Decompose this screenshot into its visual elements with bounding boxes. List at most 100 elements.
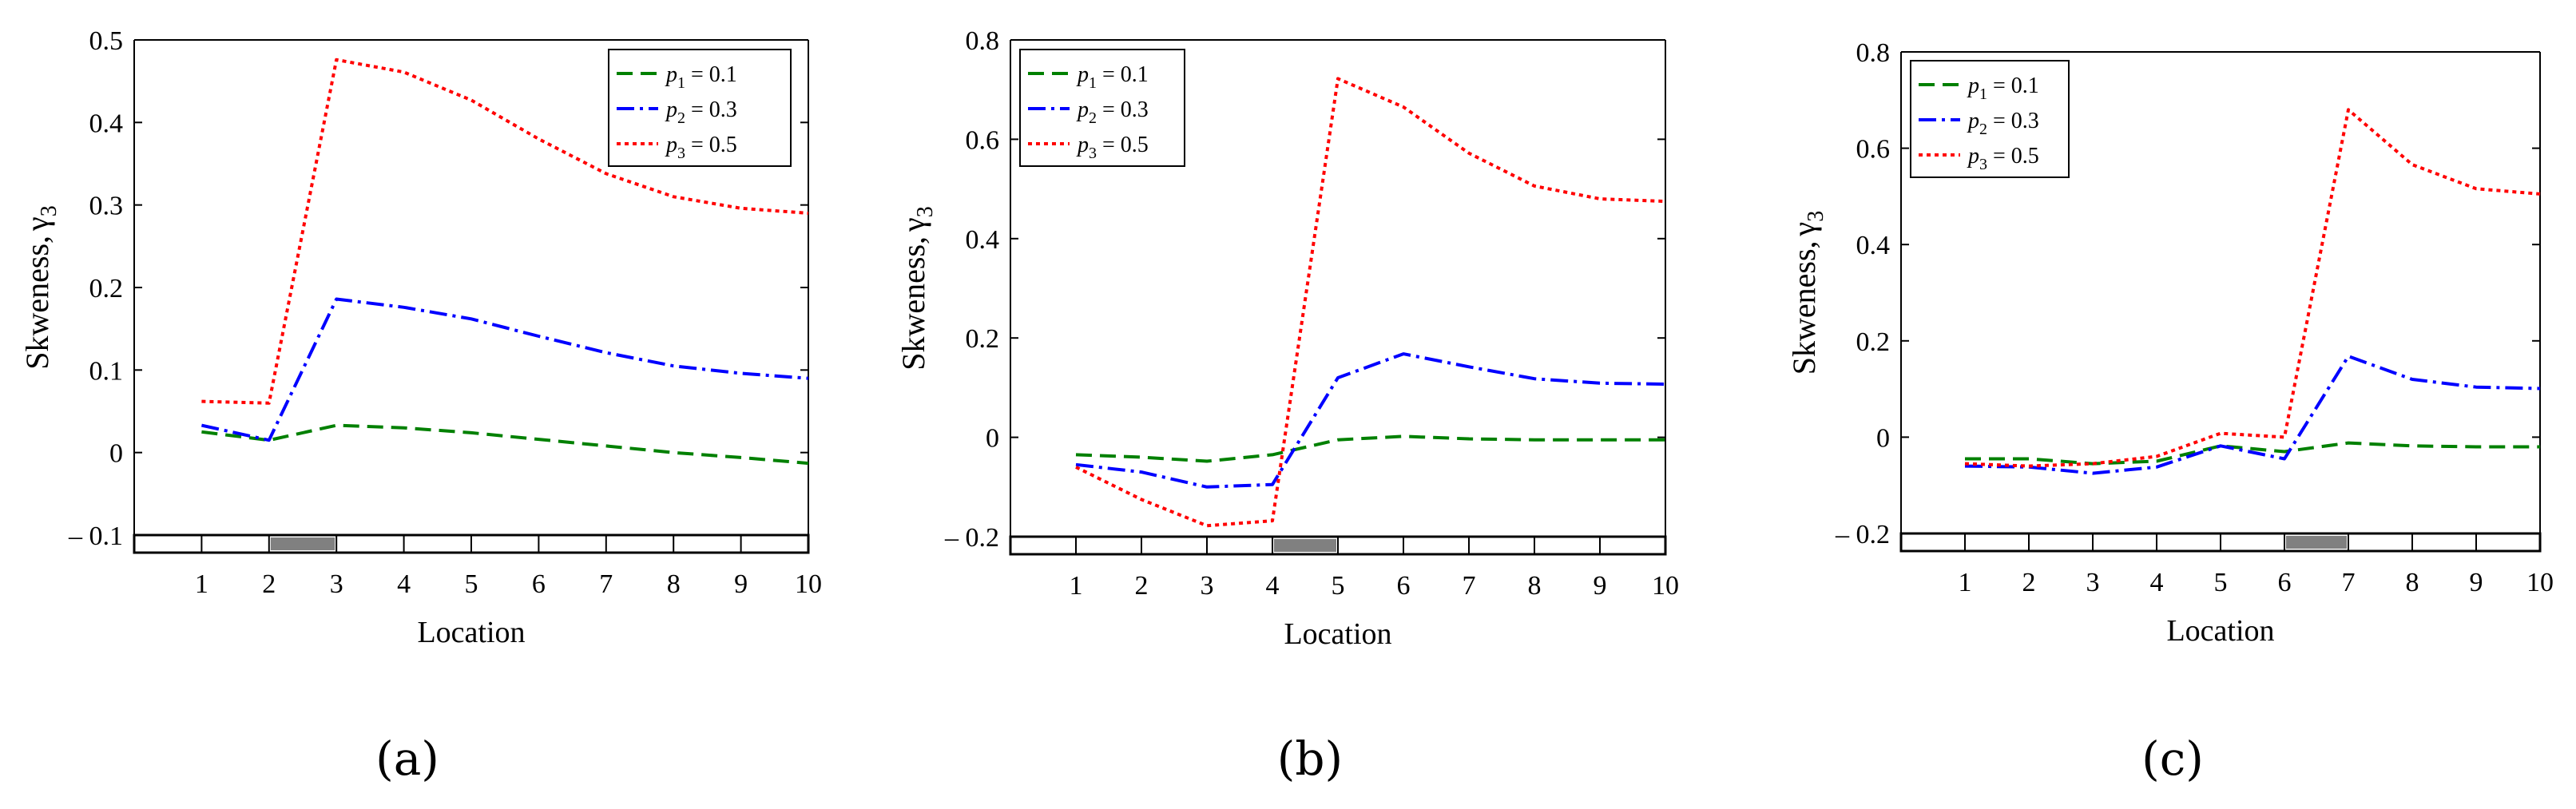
series-line-p1 — [1075, 434, 1665, 463]
y-axis-label-subscript: 3 — [37, 205, 62, 216]
y-axis-label-subscript: 3 — [913, 206, 938, 217]
y-tick-label: 0.6 — [1856, 135, 1891, 165]
x-axis-label: Location — [2166, 614, 2274, 648]
x-tick-label: 1 — [195, 569, 208, 599]
y-tick-label: 0 — [1876, 423, 1890, 453]
y-axis-label-text: Skweness, — [1786, 240, 1822, 375]
legend-value: = 0.3 — [685, 97, 737, 122]
highlighted-location-marker — [2286, 536, 2347, 549]
chart-panel-a: – 0.1 0 0.1 0.2 0.3 0.4 0.5 1 2 3 4 5 6 7 8 9 10 Location… — [19, 26, 822, 786]
x-tick-label: 8 — [2406, 568, 2419, 597]
series-line-p3 — [201, 58, 809, 405]
legend-subscript: 2 — [677, 109, 685, 127]
legend-symbol: p — [1076, 62, 1089, 87]
y-tick-label: – 0.2 — [1835, 520, 1890, 549]
legend-value: = 0.5 — [685, 133, 737, 157]
x-tick-label: 1 — [1070, 571, 1083, 601]
y-tick-label: 0 — [109, 439, 123, 469]
panel-label: (c) — [2141, 732, 2204, 786]
y-axis-label-text: Skweness, — [19, 236, 55, 370]
legend-box — [608, 49, 792, 167]
legend-entry-p2: p2 = 0.3 — [1076, 97, 1149, 127]
x-tick-label: 8 — [1528, 571, 1542, 601]
y-tick-label: 0.8 — [1856, 38, 1891, 68]
y-tick-label: – 0.1 — [68, 521, 123, 551]
y-tick-label: 0.5 — [89, 26, 124, 56]
series-line-p1 — [201, 423, 809, 466]
y-axis-label: Skweness, γ3 — [895, 206, 938, 370]
legend-entry-p2: p2 = 0.3 — [1967, 109, 2039, 138]
legend-value: = 0.1 — [1987, 73, 2039, 98]
x-tick-label: 2 — [2022, 568, 2036, 597]
x-tick-label: 4 — [2150, 568, 2164, 597]
x-tick-label: 4 — [1266, 571, 1280, 601]
series-line-p2 — [200, 297, 809, 442]
chart-panel-c: – 0.2 0 0.2 0.4 0.6 0.8 1 2 3 4 5 6 7 8 9 10 Location Skw… — [1786, 38, 2554, 786]
x-tick-label: 6 — [532, 569, 546, 599]
series-line-p2 — [1075, 352, 1666, 489]
x-tick-label: 7 — [599, 569, 613, 599]
legend-symbol: p — [665, 133, 677, 157]
legend-entry-p1: p1 = 0.1 — [1076, 62, 1149, 92]
y-tick-label: – 0.2 — [944, 523, 999, 553]
y-tick-label: 0.8 — [966, 26, 1000, 56]
legend-subscript: 1 — [1089, 74, 1097, 92]
chart-panel-b: – 0.2 0 0.2 0.4 0.6 0.8 1 2 3 4 5 6 7 8 9 10 Location Skw… — [895, 26, 1679, 786]
legend-entry-p3: p3 = 0.5 — [1967, 144, 2039, 173]
y-tick-label: 0.1 — [89, 356, 124, 386]
x-tick-label: 6 — [1397, 571, 1411, 601]
y-axis-label-symbol: γ — [895, 217, 931, 232]
y-axis-label-symbol: γ — [19, 216, 55, 232]
legend-subscript: 2 — [1089, 109, 1097, 127]
y-axis-label: Skweness, γ3 — [19, 205, 62, 369]
highlighted-location-marker — [270, 537, 335, 550]
panel-label: (a) — [375, 732, 439, 786]
legend-subscript: 1 — [677, 74, 685, 92]
legend-subscript: 2 — [1979, 121, 1987, 138]
y-tick-label: 0.4 — [89, 109, 124, 138]
x-tick-label: 7 — [2342, 568, 2356, 597]
legend-subscript: 3 — [677, 145, 685, 162]
panel-label: (b) — [1277, 732, 1343, 786]
y-tick-label: 0.2 — [1856, 327, 1891, 357]
legend-box — [1910, 60, 2070, 178]
legend-symbol: p — [1076, 97, 1089, 122]
x-tick-label: 10 — [2526, 568, 2554, 597]
x-tick-label: 5 — [465, 569, 478, 599]
x-tick-label: 5 — [1332, 571, 1345, 601]
x-axis-label: Location — [1284, 617, 1391, 651]
x-tick-label: 6 — [2278, 568, 2292, 597]
y-tick-label: 0.6 — [966, 125, 1000, 155]
y-axis-label: Skweness, γ3 — [1786, 211, 1828, 375]
legend-symbol: p — [1967, 144, 1979, 169]
legend-entry-p1: p1 = 0.1 — [1967, 73, 2039, 103]
y-axis-label-subscript: 3 — [1804, 211, 1828, 222]
x-tick-label: 9 — [734, 569, 748, 599]
x-axis-label: Location — [417, 616, 525, 649]
legend-value: = 0.3 — [1987, 109, 2039, 133]
legend-symbol: p — [665, 62, 677, 87]
legend-subscript: 3 — [1979, 156, 1987, 173]
legend-symbol: p — [1076, 133, 1089, 157]
legend-value: = 0.1 — [685, 62, 737, 87]
y-tick-label: 0.4 — [1856, 231, 1891, 260]
y-tick-label: 0.3 — [89, 192, 124, 221]
legend-value: = 0.5 — [1987, 144, 2039, 169]
y-tick-label: 0.2 — [966, 324, 1000, 354]
x-tick-label: 9 — [2470, 568, 2483, 597]
legend-entry-p1: p1 = 0.1 — [665, 62, 737, 92]
legend-value: = 0.5 — [1097, 133, 1149, 157]
legend-entry-p2: p2 = 0.3 — [665, 97, 737, 127]
x-tick-label: 1 — [1959, 568, 1972, 597]
legend-entry-p3: p3 = 0.5 — [1076, 133, 1149, 162]
legend: p1 = 0.1p2 = 0.3p3 = 0.5 — [608, 49, 792, 167]
legend-symbol: p — [1967, 73, 1979, 98]
y-axis-label-text: Skweness, — [895, 236, 931, 371]
legend-subscript: 3 — [1089, 145, 1097, 162]
x-tick-label: 7 — [1463, 571, 1476, 601]
y-tick-label: 0.2 — [89, 274, 124, 303]
x-tick-label: 2 — [1135, 571, 1149, 601]
series-line-p1 — [1965, 441, 2540, 466]
series-line-p3 — [1075, 77, 1666, 528]
